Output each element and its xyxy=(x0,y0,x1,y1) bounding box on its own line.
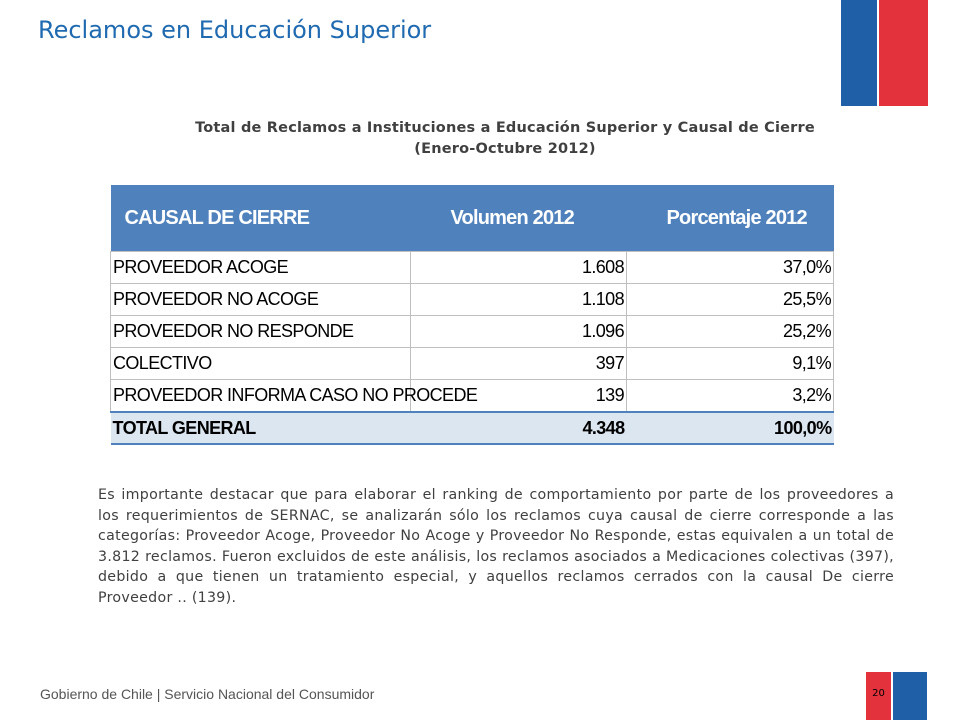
cell-volumen: 1.608 xyxy=(410,251,627,284)
header-causal: CAUSAL DE CIERRE xyxy=(110,185,411,252)
total-label: TOTAL GENERAL xyxy=(110,411,411,445)
cell-causal: PROVEEDOR NO ACOGE xyxy=(110,283,411,316)
body-paragraph: Es importante destacar que para elaborar… xyxy=(98,487,894,606)
flag-bottom-decoration: 20 xyxy=(866,672,960,720)
cell-volumen: 1.096 xyxy=(410,315,627,348)
cell-porcentaje: 9,1% xyxy=(626,347,834,380)
closure-cause-table: CAUSAL DE CIERRE Volumen 2012 Porcentaje… xyxy=(110,185,834,445)
header-porcentaje: Porcentaje 2012 xyxy=(626,185,834,252)
cell-porcentaje: 37,0% xyxy=(626,251,834,284)
caption-line-2: (Enero-Octubre 2012) xyxy=(414,141,596,157)
page-number: 20 xyxy=(872,688,885,699)
footer-government-label: Gobierno de Chile | Servicio Nacional de… xyxy=(40,686,375,702)
cell-causal: PROVEEDOR NO RESPONDE xyxy=(110,315,411,348)
table-row: COLECTIVO 397 9,1% xyxy=(110,347,834,380)
table-row: PROVEEDOR ACOGE 1.608 37,0% xyxy=(110,251,834,284)
cell-volumen: 397 xyxy=(410,347,627,380)
table-row: PROVEEDOR NO RESPONDE 1.096 25,2% xyxy=(110,315,834,348)
table-header-row: CAUSAL DE CIERRE Volumen 2012 Porcentaje… xyxy=(110,185,834,252)
cell-causal: PROVEEDOR INFORMA CASO NO PROCEDE xyxy=(110,379,478,413)
table-caption: Total de Reclamos a Instituciones a Educ… xyxy=(140,118,870,160)
cell-volumen: 139 xyxy=(410,379,627,413)
table-row: PROVEEDOR INFORMA CASO NO PROCEDE 139 3,… xyxy=(110,379,834,413)
flag-top-decoration xyxy=(841,0,928,106)
cell-porcentaje: 3,2% xyxy=(626,379,834,413)
caption-line-1: Total de Reclamos a Instituciones a Educ… xyxy=(195,120,815,136)
flag-blue-stripe xyxy=(893,672,927,720)
slide-title: Reclamos en Educación Superior xyxy=(38,16,432,44)
table-total-row: TOTAL GENERAL 4.348 100,0% xyxy=(110,411,834,445)
header-volumen: Volumen 2012 xyxy=(410,185,627,252)
cell-causal: PROVEEDOR ACOGE xyxy=(110,251,411,284)
cell-porcentaje: 25,2% xyxy=(626,315,834,348)
flag-red-stripe xyxy=(879,0,928,106)
total-porcentaje: 100,0% xyxy=(626,411,834,445)
cell-volumen: 1.108 xyxy=(410,283,627,316)
cell-causal: COLECTIVO xyxy=(110,347,411,380)
flag-red-stripe xyxy=(866,672,891,720)
flag-blue-stripe xyxy=(841,0,877,106)
total-volumen: 4.348 xyxy=(410,411,627,445)
closure-cause-table-wrapper: CAUSAL DE CIERRE Volumen 2012 Porcentaje… xyxy=(110,185,834,445)
table-row: PROVEEDOR NO ACOGE 1.108 25,5% xyxy=(110,283,834,316)
cell-porcentaje: 25,5% xyxy=(626,283,834,316)
